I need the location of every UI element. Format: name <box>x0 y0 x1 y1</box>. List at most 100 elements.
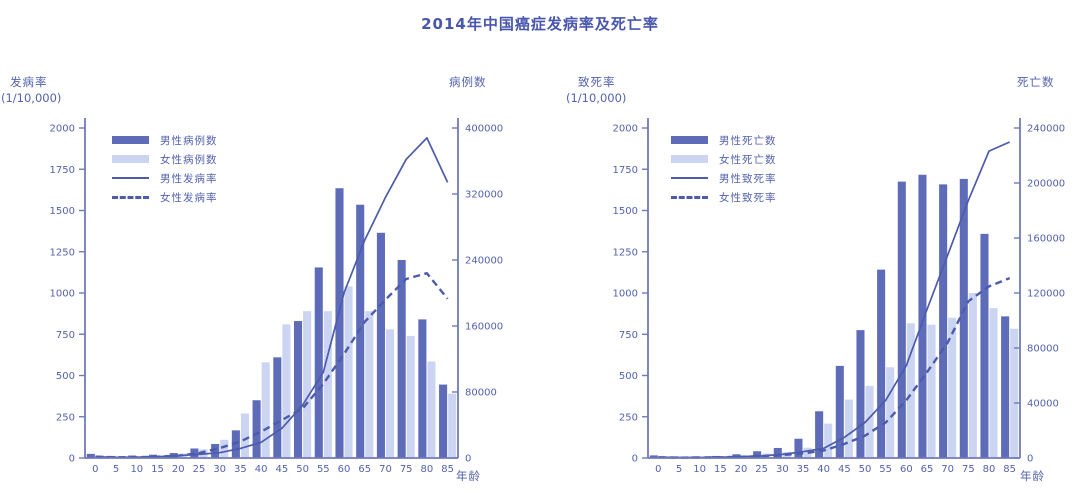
incidence-legend: 男性病例数 女性病例数 男性发病率 女性发病率 <box>112 134 218 204</box>
right-tick-label: 160000 <box>465 322 503 333</box>
bar-女性病例数-45 <box>282 324 291 458</box>
x-tick-label: 30 <box>776 464 789 475</box>
left-tick-label: 1500 <box>613 206 638 217</box>
bar-男性病例数-40 <box>252 400 261 458</box>
mortality-plot: 0250500750100012501500175020000400008000… <box>613 118 1065 475</box>
bar-男性死亡数-65 <box>918 174 927 458</box>
x-tick-label: 20 <box>172 464 185 475</box>
bar-女性死亡数-60 <box>906 323 915 458</box>
bar-男性死亡数-55 <box>877 269 886 459</box>
legend-item-女性发病率: 女性发病率 <box>112 191 218 204</box>
incidence-left-axis-title: 发病率 <box>10 75 48 89</box>
x-tick-label: 30 <box>213 464 226 475</box>
legend-label: 男性致死率 <box>719 172 777 185</box>
legend-bar-swatch <box>112 136 149 144</box>
right-tick-label: 240000 <box>465 256 503 267</box>
left-tick-label: 2000 <box>50 124 75 135</box>
left-tick-label: 1500 <box>50 206 75 217</box>
legend-label: 男性发病率 <box>160 172 218 185</box>
bar-女性死亡数-70 <box>948 317 957 458</box>
x-tick-label: 85 <box>1003 464 1016 475</box>
bar-男性病例数-60 <box>335 188 344 459</box>
left-tick-label: 1000 <box>613 289 638 300</box>
left-tick-label: 1750 <box>613 165 638 176</box>
left-tick-label: 250 <box>619 412 638 423</box>
mortality-legend: 男性死亡数女性死亡数男性致死率女性致死率 <box>671 134 777 204</box>
mortality-chart: 致死率 (1/10,000) 死亡数 年龄 0 250 500 750 1000 1250… <box>540 60 1080 499</box>
bar-男性病例数-80 <box>418 319 427 458</box>
x-tick-label: 80 <box>421 464 434 475</box>
bar-男性死亡数-50 <box>856 330 865 459</box>
bar-女性死亡数-35 <box>803 447 812 458</box>
page-title: 2014年中国癌症发病率及死亡率 <box>421 15 659 33</box>
bar-男性死亡数-70 <box>939 184 948 459</box>
legend-line-swatch <box>671 177 708 179</box>
x-tick-label: 35 <box>797 464 810 475</box>
x-tick-label: 40 <box>255 464 268 475</box>
bar-女性病例数-85 <box>448 393 457 458</box>
bar-女性病例数-75 <box>406 335 415 458</box>
legend-item-女性致死率: 女性致死率 <box>671 191 777 204</box>
x-tick-label: 75 <box>962 464 975 475</box>
bar-男性死亡数-30 <box>773 447 782 458</box>
x-tick-label: 45 <box>275 464 288 475</box>
right-tick-label: 80000 <box>1027 344 1059 355</box>
x-tick-label: 5 <box>113 464 119 475</box>
mortality-x-axis-title: 年龄 <box>1020 469 1045 483</box>
left-tick-label: 1250 <box>50 247 75 258</box>
bar-男性死亡数-85 <box>1001 316 1010 459</box>
right-tick-label: 120000 <box>1027 289 1065 300</box>
x-tick-label: 25 <box>755 464 768 475</box>
x-tick-label: 25 <box>193 464 206 475</box>
mortality-right-axis-title: 死亡数 <box>1017 75 1055 89</box>
bar-男性死亡数-80 <box>980 233 989 459</box>
right-tick-label: 400000 <box>465 124 503 135</box>
legend-label: 女性病例数 <box>160 153 218 166</box>
x-tick-label: 55 <box>879 464 892 475</box>
x-tick-label: 15 <box>151 464 164 475</box>
bar-女性病例数-50 <box>303 311 312 458</box>
legend-label: 女性致死率 <box>719 191 777 204</box>
x-tick-label: 65 <box>358 464 371 475</box>
legend-bar-swatch <box>671 155 708 163</box>
x-tick-label: 40 <box>817 464 830 475</box>
left-tick-label: 250 <box>56 412 75 423</box>
bar-女性死亡数-40 <box>824 423 833 459</box>
legend-line-swatch <box>112 195 149 199</box>
x-tick-label: 0 <box>92 464 98 475</box>
bar-男性病例数-30 <box>211 443 220 459</box>
right-tick-label: 0 <box>465 454 471 465</box>
bar-女性病例数-40 <box>261 362 270 458</box>
right-tick-label: 320000 <box>465 190 503 201</box>
legend-bar-swatch <box>671 136 708 144</box>
x-tick-label: 35 <box>234 464 247 475</box>
bar-女性病例数-35 <box>240 413 249 458</box>
left-tick-label: 750 <box>619 330 638 341</box>
right-tick-label: 200000 <box>1027 179 1065 190</box>
legend-item-男性致死率: 男性致死率 <box>671 172 777 185</box>
x-tick-label: 70 <box>379 464 392 475</box>
bar-女性死亡数-80 <box>989 308 998 459</box>
left-tick-label: 500 <box>619 371 638 382</box>
x-tick-label: 75 <box>400 464 413 475</box>
x-tick-label: 15 <box>714 464 727 475</box>
bar-女性病例数-60 <box>344 286 353 458</box>
incidence-chart: 发病率 (1/10,000) 病例数 年龄 0 250 500 750 1000 1250… <box>0 60 540 499</box>
legend-item-男性死亡数: 男性死亡数 <box>671 134 777 147</box>
legend-item-男性发病率: 男性发病率 <box>112 172 218 185</box>
x-tick-label: 0 <box>655 464 661 475</box>
incidence-left-axis-subtitle: (1/10,000) <box>1 91 62 105</box>
legend-label: 男性死亡数 <box>719 134 777 147</box>
bar-男性死亡数-0 <box>649 455 658 458</box>
incidence-plot: 0250500750100012501500175020000800001600… <box>50 118 503 475</box>
bar-男性病例数-0 <box>86 453 95 459</box>
legend-item-女性死亡数: 女性死亡数 <box>671 153 777 166</box>
x-tick-label: 10 <box>130 464 143 475</box>
right-tick-label: 160000 <box>1027 234 1065 245</box>
x-tick-label: 50 <box>859 464 872 475</box>
bar-男性死亡数-45 <box>835 365 844 459</box>
bar-男性病例数-70 <box>376 232 385 458</box>
left-tick-label: 500 <box>56 371 75 382</box>
bar-男性病例数-65 <box>356 204 365 458</box>
